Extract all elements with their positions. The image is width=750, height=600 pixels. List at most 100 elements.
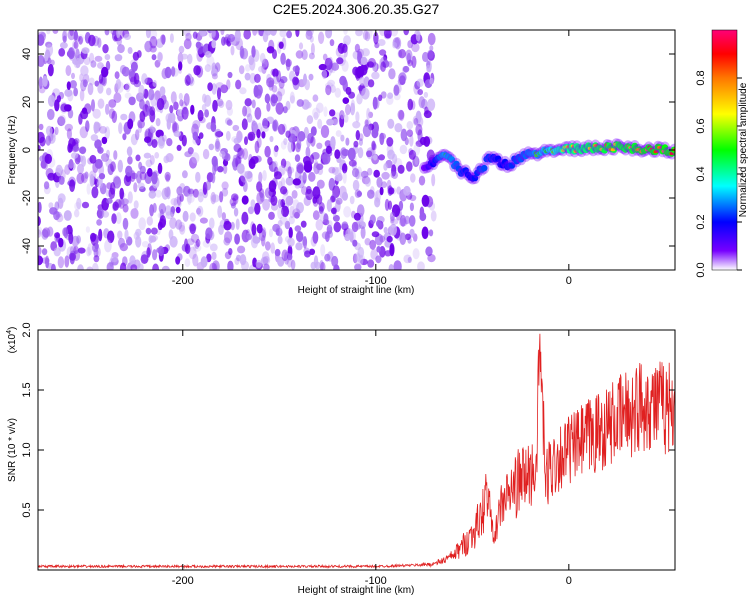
- noise-blob: [286, 30, 292, 39]
- snr-multiplier: (x104): [6, 327, 18, 354]
- noise-blob: [409, 202, 414, 212]
- noise-blob: [133, 182, 138, 193]
- x-tick-label: -100: [365, 275, 387, 287]
- noise-blob: [81, 201, 90, 209]
- noise-blob: [130, 264, 138, 270]
- noise-blob: [148, 235, 154, 244]
- noise-blob: [329, 84, 336, 94]
- noise-blob: [78, 35, 83, 45]
- x-tick-label: -200: [172, 575, 194, 587]
- noise-blob: [195, 41, 202, 49]
- noise-blob: [151, 54, 157, 61]
- noise-blob: [121, 66, 130, 77]
- noise-blob: [180, 53, 189, 60]
- noise-blob: [260, 125, 269, 133]
- noise-blob: [202, 148, 210, 160]
- noise-blob: [81, 155, 87, 167]
- noise-blob: [47, 108, 55, 121]
- noise-blob: [55, 164, 63, 177]
- noise-blob: [371, 71, 380, 80]
- noise-blob: [230, 202, 236, 209]
- noise-blob: [136, 50, 142, 58]
- noise-blob: [339, 75, 347, 86]
- noise-blob: [165, 174, 170, 183]
- noise-blob: [149, 155, 155, 165]
- noise-blob: [393, 260, 402, 270]
- noise-blob: [157, 162, 163, 174]
- noise-blob: [352, 179, 360, 191]
- noise-blob: [421, 229, 429, 240]
- noise-blob: [302, 171, 307, 184]
- noise-blob: [295, 30, 300, 38]
- noise-blob: [232, 124, 240, 132]
- noise-blob: [314, 159, 319, 169]
- noise-blob: [236, 163, 245, 175]
- noise-blob: [244, 98, 252, 107]
- noise-blob: [216, 87, 222, 100]
- noise-blob: [195, 171, 201, 183]
- noise-blob: [107, 230, 115, 244]
- noise-blob: [166, 138, 173, 147]
- noise-blob: [342, 97, 350, 104]
- noise-blob: [369, 148, 376, 157]
- noise-blob: [326, 118, 334, 126]
- noise-blob: [329, 39, 335, 47]
- noise-blob: [60, 103, 68, 113]
- noise-blob: [72, 145, 80, 152]
- noise-blob: [128, 68, 135, 78]
- noise-blob: [115, 212, 122, 225]
- noise-blob: [228, 248, 233, 256]
- noise-blob: [211, 39, 217, 49]
- noise-blob: [313, 255, 319, 268]
- noise-blob: [117, 230, 123, 240]
- noise-blob: [159, 86, 166, 96]
- noise-blob: [58, 48, 66, 57]
- noise-blob: [42, 75, 48, 87]
- noise-blob: [112, 201, 119, 211]
- noise-blob: [388, 187, 395, 195]
- noise-blob: [145, 159, 153, 168]
- noise-blob: [380, 61, 386, 72]
- noise-blob: [355, 111, 360, 123]
- noise-blob: [81, 47, 90, 54]
- noise-blob: [282, 106, 288, 114]
- noise-blob: [45, 135, 52, 146]
- noise-blob: [113, 92, 122, 103]
- noise-blob: [251, 223, 257, 236]
- noise-blob: [181, 106, 189, 120]
- noise-blob: [184, 151, 192, 158]
- noise-blob: [277, 199, 283, 209]
- noise-blob: [349, 195, 355, 205]
- noise-blob: [209, 243, 218, 252]
- noise-blob: [428, 229, 434, 237]
- noise-blob: [286, 166, 295, 174]
- noise-blob: [138, 121, 143, 133]
- noise-blob: [256, 181, 263, 193]
- noise-blob: [156, 98, 165, 111]
- colorbar-tick-label: 0.8: [695, 70, 707, 85]
- noise-blob: [179, 183, 186, 194]
- noise-blob: [64, 255, 70, 268]
- noise-blob: [256, 137, 262, 148]
- noise-blob: [185, 243, 191, 254]
- noise-blob: [296, 162, 305, 174]
- noise-blob: [364, 31, 371, 42]
- noise-blob: [403, 185, 411, 196]
- signal-mark: [661, 144, 669, 151]
- noise-blob: [352, 239, 358, 247]
- noise-blob: [255, 84, 263, 96]
- noise-blob: [285, 195, 294, 206]
- noise-blob: [234, 30, 241, 42]
- noise-blob: [190, 104, 195, 115]
- noise-blob: [122, 133, 127, 141]
- noise-blob: [395, 208, 402, 221]
- noise-blob: [47, 94, 56, 107]
- noise-blob: [161, 34, 166, 45]
- noise-blob: [139, 110, 146, 123]
- noise-blob: [212, 260, 220, 270]
- noise-blob: [170, 198, 178, 206]
- noise-blob: [67, 30, 75, 41]
- noise-blob: [296, 231, 304, 243]
- noise-blob: [169, 33, 174, 43]
- noise-blob: [251, 99, 256, 109]
